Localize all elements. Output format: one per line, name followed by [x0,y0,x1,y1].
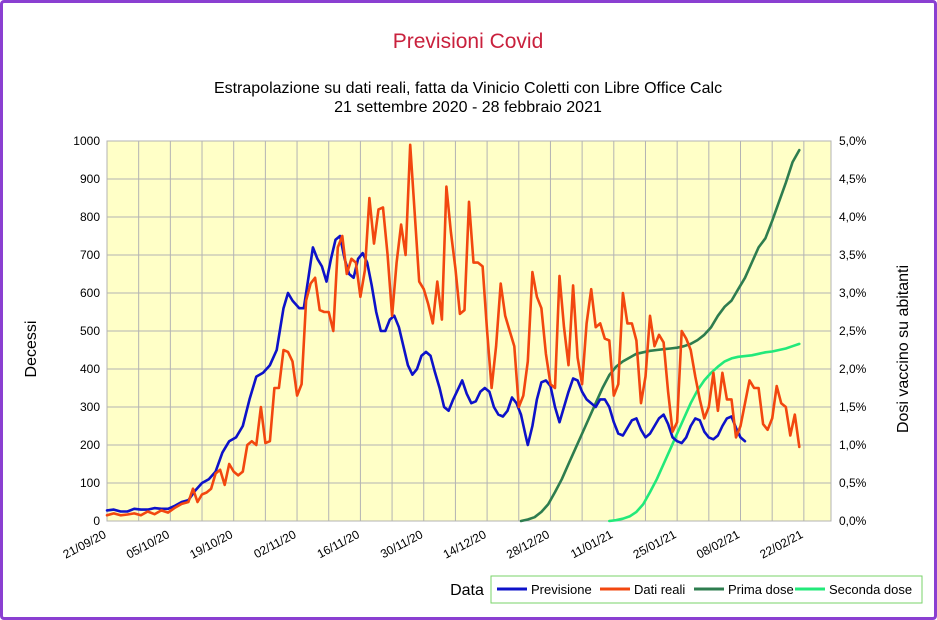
x-tick-label: 22/02/21 [757,527,805,561]
chart-subtitle-line-2: 21 settembre 2020 - 28 febbraio 2021 [334,99,602,116]
series-line-prima-dose [519,148,801,523]
series-line-seconda-dose [607,342,801,523]
x-tick-label: 21/09/20 [61,527,109,561]
y2-tick-label: 3,0% [839,286,867,300]
y2-tick-label: 4,5% [839,172,867,186]
series-line-dati-reali [105,143,801,517]
legend-entries: Previsione Dati reali Prima dose Seconda do… [497,582,912,597]
series-line-previsione [105,234,747,513]
y-tick-label: 0 [93,514,100,528]
y-tick-label: 200 [80,438,100,452]
x-tick-label: 11/01/21 [568,527,615,561]
y2-tick-label: 0,0% [839,514,867,528]
y-tick-label: 800 [80,210,100,224]
y2-tick-label: 1,5% [839,400,867,414]
x-tick-label: 19/10/20 [187,527,235,561]
x-axis-ticks: 21/09/20 05/10/20 19/10/20 02/11/20 16/11/20… [61,527,806,561]
legend-label: Dati reali [634,582,685,597]
x-tick-label: 30/11/20 [378,527,425,561]
y-axis-label: Decessi [23,321,40,378]
legend-label: Previsione [531,582,592,597]
series-lines [105,143,801,523]
legend-label: Seconda dose [829,582,912,597]
y-tick-label: 400 [80,362,100,376]
y-tick-label: 700 [80,248,100,262]
y2-axis-label: Dosi vaccino su abitanti [895,265,912,433]
y-tick-label: 600 [80,286,100,300]
legend-label: Prima dose [728,582,794,597]
x-tick-label: 08/02/21 [694,527,742,561]
x-tick-label: 16/11/20 [315,527,362,561]
y-tick-label: 1000 [73,134,100,148]
x-tick-label: 25/01/21 [631,527,679,561]
y-axis-ticks: 0 100 200 300 400 500 600 700 800 900 1000 [73,134,100,528]
y2-tick-label: 3,5% [839,248,867,262]
y2-tick-label: 2,5% [839,324,867,338]
x-tick-label: 14/12/20 [441,527,489,561]
y-tick-label: 300 [80,400,100,414]
x-tick-label: 02/11/20 [251,527,298,561]
y2-tick-label: 4,0% [839,210,867,224]
y2-tick-label: 0,5% [839,476,867,490]
y-tick-label: 500 [80,324,100,338]
x-axis-label: Data [450,582,484,599]
y2-tick-label: 1,0% [839,438,867,452]
y2-axis-ticks: 0,0% 0,5% 1,0% 1,5% 2,0% 2,5% 3,0% 3,5% 4,0% 4,5%… [839,134,867,528]
chart-subtitle-line-1: Estrapolazione su dati reali, fatta da V… [214,80,722,97]
x-tick-label: 05/10/20 [124,527,172,561]
chart-title: Previsioni Covid [393,30,544,53]
x-tick-label: 28/12/20 [504,527,552,561]
y-tick-label: 900 [80,172,100,186]
y-tick-label: 100 [80,476,100,490]
y2-tick-label: 5,0% [839,134,867,148]
grid [106,140,831,522]
y2-tick-label: 2,0% [839,362,867,376]
